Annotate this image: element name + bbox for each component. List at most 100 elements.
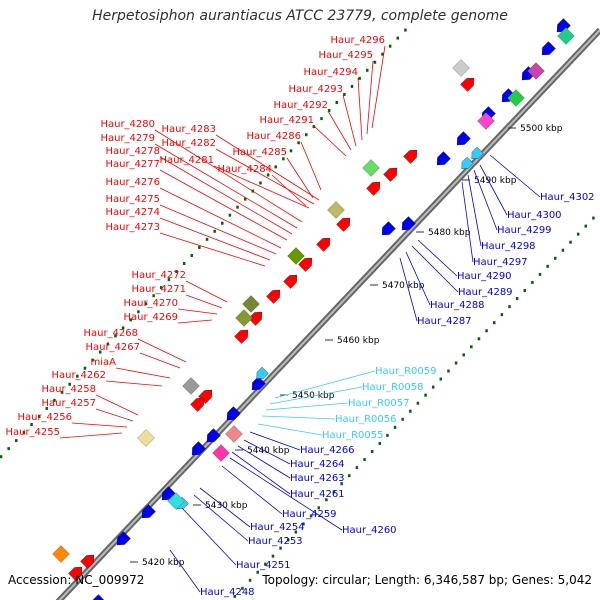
forward-gene-arrow <box>403 149 418 164</box>
leader-line <box>159 232 266 267</box>
forward-gene-arrow <box>68 566 83 581</box>
forward-gene-arrow <box>190 397 205 412</box>
forward-dot-lane-mark <box>167 278 171 282</box>
rna-gene-arrow <box>461 156 474 169</box>
reverse-dot-lane-mark <box>447 369 450 373</box>
reverse-gene-label: Haur_4259 <box>282 509 337 520</box>
forward-dot-lane-mark <box>129 318 132 322</box>
rna-gene-arrow <box>471 146 484 159</box>
forward-dot-lane-mark <box>274 165 277 169</box>
leader-line <box>193 494 249 542</box>
forward-dot-lane-mark <box>396 36 400 40</box>
forward-gene-label: Haur_4278 <box>105 146 160 157</box>
leader-line <box>159 169 288 241</box>
reverse-dot-lane-mark <box>470 345 473 349</box>
reverse-gene-arrow <box>456 131 471 146</box>
forward-dot-lane-mark <box>144 302 148 306</box>
forward-dot-lane-mark <box>60 390 64 394</box>
forward-gene-arrow <box>80 554 95 569</box>
reverse-gene-arrow <box>401 216 416 231</box>
forward-gene-label: Haur_4280 <box>100 119 155 130</box>
forward-dot-lane-mark <box>327 109 331 113</box>
reverse-dot-lane-mark <box>508 305 511 309</box>
reverse-dot-lane-mark <box>340 482 343 486</box>
reverse-dot-lane-mark <box>431 385 435 389</box>
reverse-dot-lane-mark <box>286 538 290 542</box>
leader-line <box>271 174 307 207</box>
leader-line <box>229 457 343 531</box>
forward-gene-label: Haur_4282 <box>161 138 216 149</box>
leader-line <box>215 134 320 201</box>
leader-line <box>489 154 541 198</box>
reverse-dot-lane-mark <box>546 264 549 268</box>
leader-line <box>213 165 310 209</box>
forward-gene-label: Haur_4255 <box>5 427 60 438</box>
reverse-dot-lane-mark <box>271 554 275 558</box>
reverse-dot-lane-mark <box>416 401 420 405</box>
reverse-dot-lane-mark <box>485 329 488 333</box>
reverse-dot-lane-mark <box>592 216 595 220</box>
forward-dot-lane-mark <box>30 423 33 426</box>
leader-line <box>231 451 291 495</box>
reverse-dot-lane-mark <box>515 297 519 301</box>
feature-box <box>557 27 575 45</box>
reverse-dot-lane-mark <box>538 272 542 276</box>
forward-gene-label: Haur_4291 <box>259 115 314 126</box>
scale-tick-label: 5420 kbp <box>142 558 185 568</box>
leader-line <box>265 402 349 411</box>
reverse-dot-lane-mark <box>439 377 443 381</box>
leader-line <box>357 77 363 141</box>
leader-line <box>286 157 314 199</box>
reverse-gene-label: Haur_4290 <box>457 271 512 282</box>
forward-dot-lane-mark <box>373 60 377 64</box>
leader-line <box>115 367 171 379</box>
rna-gene-label: Haur_R0055 <box>322 430 384 441</box>
forward-dot-lane-mark <box>160 286 163 290</box>
forward-gene-arrow <box>248 311 263 326</box>
reverse-gene-label: Haur_4298 <box>481 241 536 252</box>
feature-box <box>527 62 545 80</box>
forward-dot-lane-mark <box>228 213 232 217</box>
rna-gene-label: Haur_R0057 <box>348 398 410 409</box>
forward-dot-lane-mark <box>335 101 338 104</box>
reverse-gene-label: Haur_4289 <box>458 287 513 298</box>
feature-box <box>225 425 243 443</box>
forward-gene-label: Haur_4272 <box>131 270 186 281</box>
forward-dot-lane-mark <box>297 141 300 145</box>
forward-dot-lane-mark <box>190 253 194 257</box>
leader-line <box>221 465 283 515</box>
reverse-dot-lane-mark <box>492 321 496 325</box>
reverse-dot-lane-mark <box>279 546 282 550</box>
forward-dot-lane-mark <box>350 84 354 88</box>
leader-line <box>243 439 291 465</box>
leader-line <box>249 431 301 451</box>
reverse-gene-arrow <box>381 221 396 236</box>
reverse-gene-label: Haur_4261 <box>290 489 345 500</box>
reverse-dot-lane-mark <box>363 458 366 462</box>
forward-gene-label: Haur_4277 <box>105 159 160 170</box>
feature-box <box>242 295 260 313</box>
forward-gene-arrow <box>460 77 475 92</box>
forward-dot-lane-mark <box>182 262 186 265</box>
feature-box <box>235 309 253 327</box>
forward-dot-lane-mark <box>266 173 270 177</box>
forward-gene-label: Haur_4284 <box>217 164 272 175</box>
forward-gene-arrow <box>316 237 331 252</box>
reverse-dot-lane-mark <box>477 337 481 341</box>
forward-gene-label: Haur_4268 <box>83 328 138 339</box>
leader-line <box>257 423 323 436</box>
forward-gene-label: Haur_4281 <box>159 155 214 166</box>
leader-line <box>473 169 498 231</box>
leader-line <box>479 164 508 216</box>
reverse-dot-lane-mark <box>393 425 397 429</box>
rna-gene-label: Haur_R0059 <box>375 366 437 377</box>
reverse-dot-lane-mark <box>576 232 580 236</box>
leader-line <box>95 408 134 422</box>
forward-gene-label: Haur_4269 <box>123 312 178 323</box>
forward-dot-lane-mark <box>259 181 262 185</box>
forward-gene-arrow <box>336 217 351 232</box>
leader-line <box>169 549 201 593</box>
leader-line <box>199 487 251 528</box>
reverse-dot-lane-mark <box>294 530 298 534</box>
